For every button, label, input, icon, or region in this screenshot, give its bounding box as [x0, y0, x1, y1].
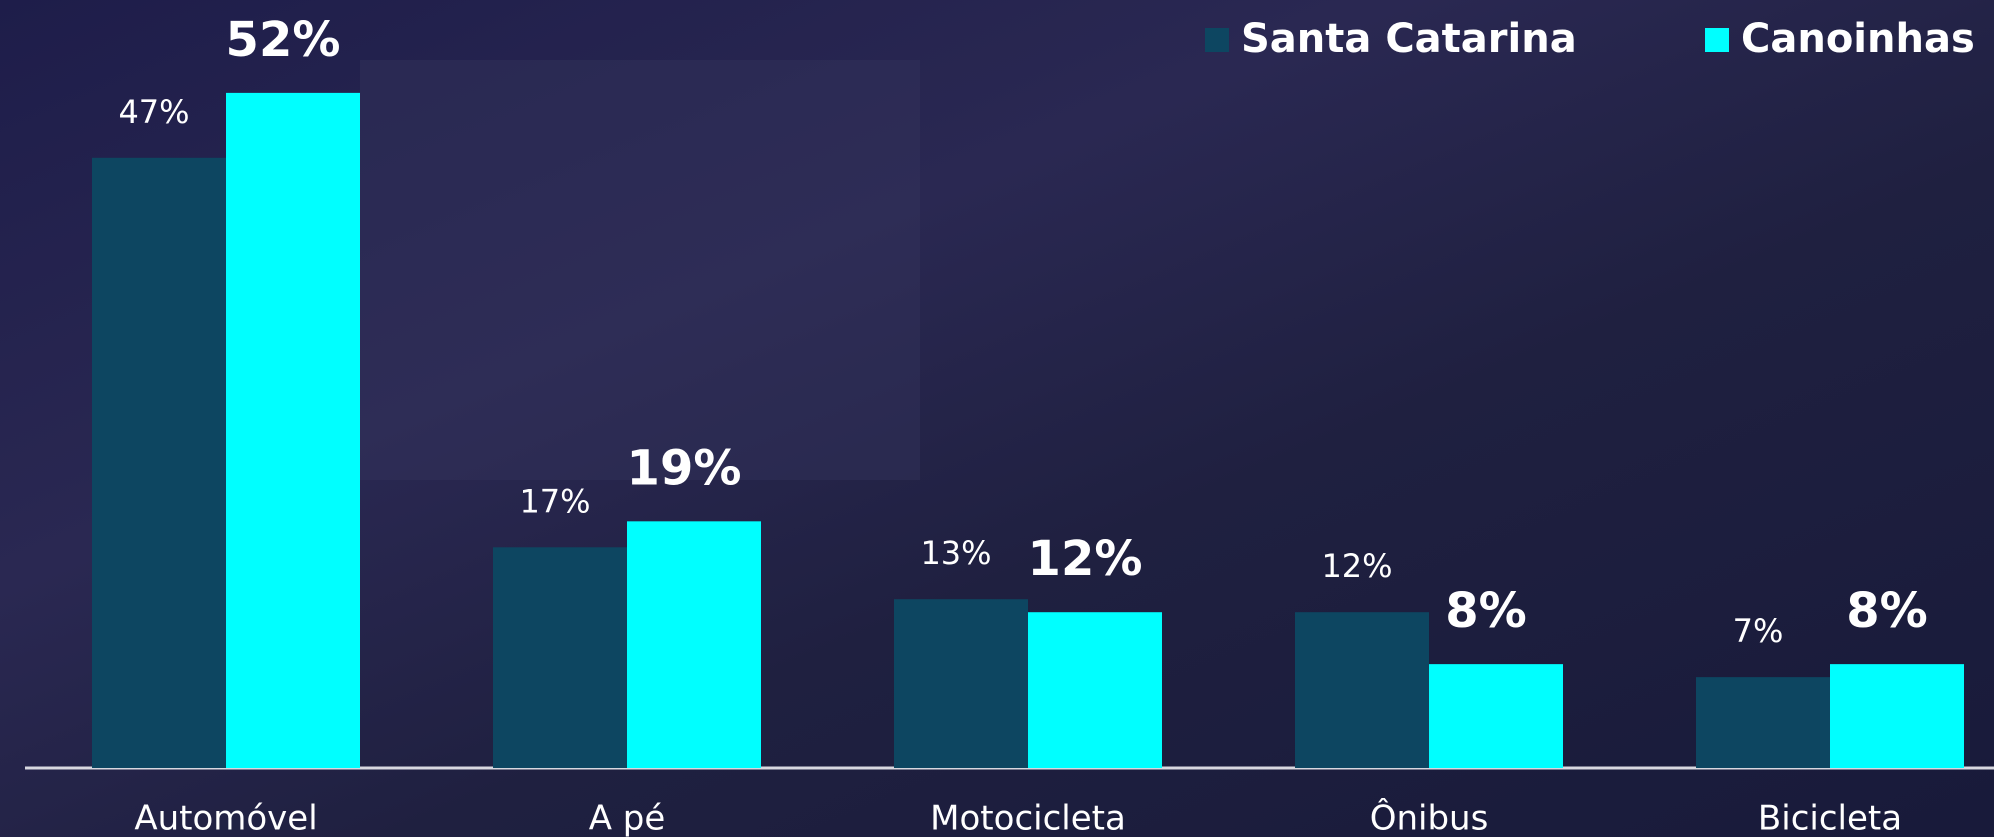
x-tick-label: A pé — [589, 799, 666, 837]
value-label: 19% — [627, 440, 742, 496]
legend-swatch — [1705, 28, 1729, 52]
value-label: 47% — [118, 93, 189, 131]
x-tick-label: Bicicleta — [1758, 799, 1902, 837]
bar — [226, 92, 360, 769]
bar — [1028, 612, 1162, 768]
value-label: 7% — [1733, 612, 1784, 650]
bar — [627, 521, 761, 768]
value-label: 8% — [1846, 583, 1928, 639]
value-label: 8% — [1445, 583, 1527, 639]
legend-swatch — [1205, 28, 1229, 52]
value-label: 17% — [519, 482, 590, 520]
bar — [92, 157, 226, 768]
value-label: 52% — [226, 12, 341, 68]
value-label: 13% — [920, 534, 991, 572]
x-tick-label: Ônibus — [1370, 798, 1489, 837]
x-tick-label: Motocicleta — [930, 799, 1126, 837]
x-tick-label: Automóvel — [134, 799, 317, 837]
value-label: 12% — [1028, 531, 1143, 587]
bar — [1295, 612, 1429, 768]
bar — [1830, 664, 1964, 768]
bar — [894, 599, 1028, 768]
legend-label: Canoinhas — [1741, 16, 1975, 62]
photo-overlay — [360, 60, 920, 480]
legend-label: Santa Catarina — [1241, 16, 1577, 62]
bar — [1429, 664, 1563, 768]
bar — [493, 547, 627, 768]
bar — [1696, 677, 1830, 768]
value-label: 12% — [1321, 547, 1392, 585]
